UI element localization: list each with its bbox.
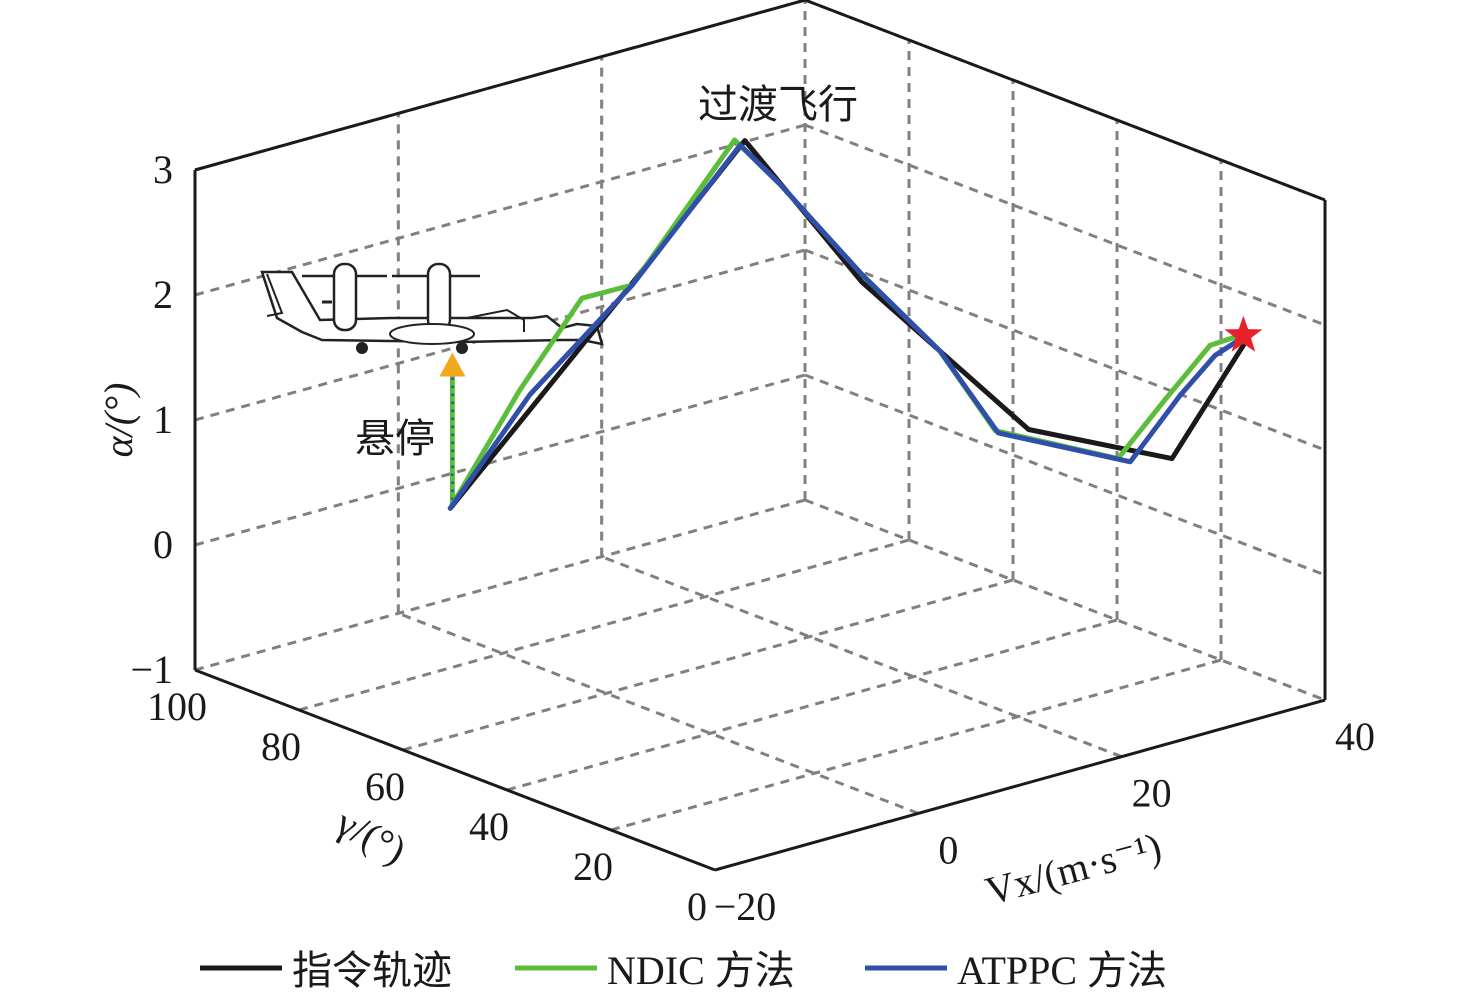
series-lines: [447, 137, 1263, 511]
grid-line: [506, 618, 1118, 792]
legend: 指令轨迹 NDIC 方法 ATPPC 方法: [200, 948, 1167, 993]
z-tick-label: −1: [130, 647, 173, 692]
grid-line: [804, 248, 1326, 452]
legend-label: NDIC 方法: [607, 948, 795, 993]
axis-edge: [194, 0, 806, 172]
x-axis-label: Vx/(m·s⁻¹): [981, 824, 1166, 914]
x-tick-label: −20: [714, 884, 777, 929]
z-tick-label: 3: [153, 147, 173, 192]
z-tick-label: 0: [153, 522, 173, 567]
grid-line: [397, 611, 919, 815]
z-tick-label: 2: [153, 272, 173, 317]
hover-annotation: 悬停: [355, 416, 435, 461]
grid-line: [601, 555, 1123, 759]
legend-label: 指令轨迹: [292, 948, 452, 993]
series-line-1: [447, 137, 1243, 511]
series-line-2: [447, 142, 1245, 511]
y-tick-label: 40: [469, 804, 509, 849]
axis-edge: [714, 698, 1326, 872]
y-tick-label: 80: [261, 724, 301, 769]
z-tick-label: 1: [153, 397, 173, 442]
x-tick-label: 0: [938, 827, 958, 872]
x-tick-label: 40: [1335, 714, 1375, 759]
grid-line: [402, 578, 1014, 752]
grid-line: [194, 498, 806, 672]
y-tick-label: 20: [573, 844, 613, 889]
end-star-icon: [1224, 315, 1263, 352]
grid-line: [610, 658, 1222, 832]
y-axis-label: γ/(°): [328, 799, 413, 873]
grid-line: [804, 373, 1326, 577]
annotations: 悬停 过渡飞行: [355, 82, 858, 508]
grid-line: [804, 498, 1326, 702]
grid-line: [194, 373, 806, 547]
grid-line: [194, 123, 806, 297]
z-axis-label: α/(°): [96, 383, 141, 458]
y-tick-label: 60: [365, 764, 405, 809]
axes-box: [193, 0, 1327, 872]
y-tick-label: 0: [687, 884, 707, 929]
grid-line: [804, 123, 1326, 327]
transition-annotation: 过渡飞行: [698, 82, 858, 127]
grid-line: [298, 538, 910, 712]
legend-label: ATPPC 方法: [957, 948, 1167, 993]
axis-labels: α/(°) γ/(°) Vx/(m·s⁻¹): [96, 383, 1166, 914]
y-tick-label: 100: [147, 684, 207, 729]
axis-edge: [804, 0, 1326, 202]
axis-edge: [194, 668, 716, 872]
hover-arrow-icon: [439, 352, 466, 377]
series-line-0: [447, 138, 1248, 511]
x-tick-label: 20: [1132, 771, 1172, 816]
